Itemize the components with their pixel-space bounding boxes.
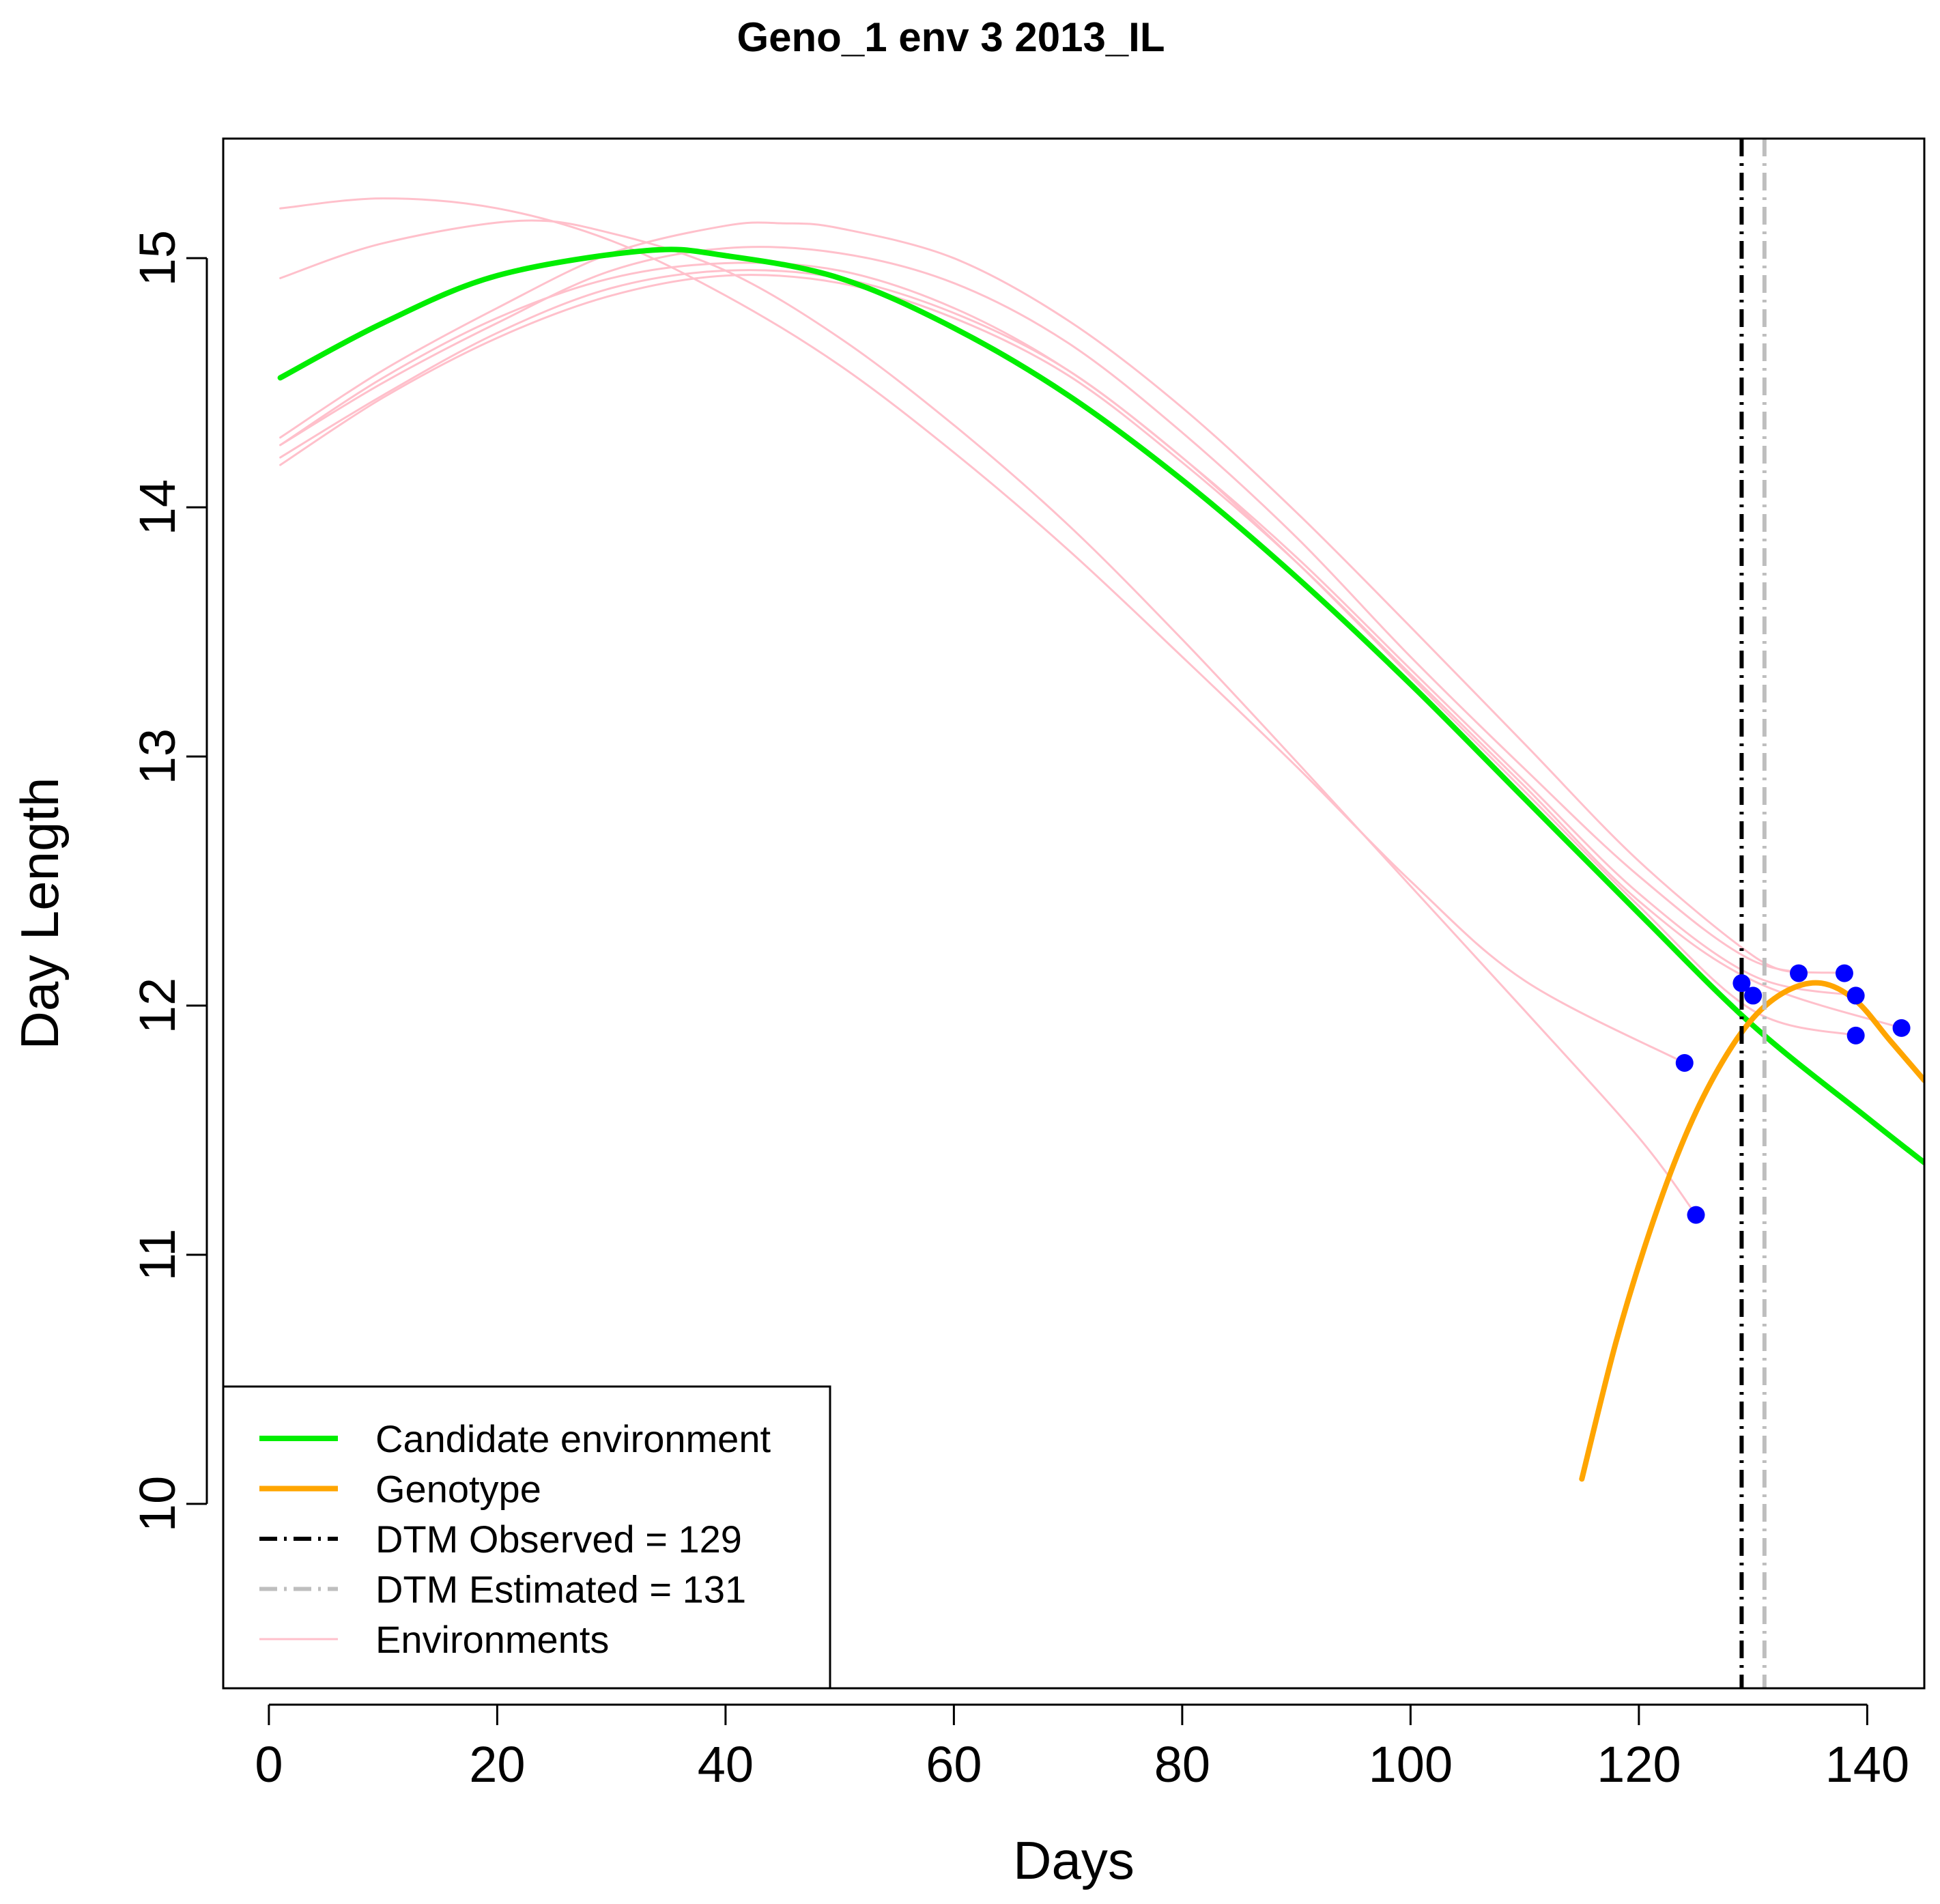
x-tick-label: 60 bbox=[926, 1736, 982, 1793]
environment-line bbox=[279, 221, 1800, 975]
observation-points bbox=[1675, 964, 1911, 1224]
y-tick-label: 11 bbox=[129, 1229, 186, 1281]
data-point bbox=[1892, 1019, 1911, 1037]
y-tick-label: 15 bbox=[129, 230, 186, 286]
x-tick-label: 120 bbox=[1597, 1736, 1681, 1793]
chart-title: Geno_1 env 3 2013_IL bbox=[737, 14, 1165, 60]
data-point bbox=[1846, 1026, 1865, 1045]
dtm-lines bbox=[1739, 139, 1767, 1688]
environment-line bbox=[279, 197, 1686, 1064]
data-point bbox=[1835, 964, 1853, 982]
data-point bbox=[1732, 974, 1751, 993]
main-lines bbox=[277, 246, 1924, 1482]
data-point bbox=[1687, 1206, 1705, 1224]
legend-label: DTM Observed = 129 bbox=[375, 1518, 742, 1561]
genotype-line bbox=[1579, 980, 1924, 1482]
legend-label: Candidate environment bbox=[375, 1417, 771, 1460]
data-point bbox=[1675, 1053, 1694, 1072]
plot-frame bbox=[222, 137, 1926, 1690]
y-axis: 10 11 12 13 14 15 bbox=[129, 230, 208, 1532]
legend-label: DTM Estimated = 131 bbox=[375, 1568, 746, 1611]
y-tick-label: 12 bbox=[129, 978, 186, 1034]
environment-line bbox=[279, 261, 1857, 1037]
y-tick-label: 14 bbox=[129, 479, 186, 535]
x-tick-label: 40 bbox=[698, 1736, 754, 1793]
legend-label: Environments bbox=[375, 1618, 609, 1661]
x-tick-label: 100 bbox=[1369, 1736, 1453, 1793]
environment-line bbox=[279, 274, 1903, 1029]
x-tick-label: 80 bbox=[1154, 1736, 1210, 1793]
candidate-environment-line bbox=[277, 246, 1924, 1165]
x-tick-label: 140 bbox=[1825, 1736, 1909, 1793]
data-point bbox=[1790, 964, 1808, 982]
x-axis-label: Days bbox=[1013, 1830, 1135, 1890]
data-point bbox=[1744, 986, 1763, 1005]
environment-line bbox=[279, 246, 1846, 975]
y-tick-label: 13 bbox=[129, 728, 186, 784]
legend: Candidate environment Genotype DTM Observe… bbox=[222, 1385, 831, 1690]
legend-label: Genotype bbox=[375, 1468, 541, 1511]
y-tick-label: 10 bbox=[129, 1476, 186, 1532]
environment-line bbox=[279, 219, 1697, 1217]
y-axis-label: Day Length bbox=[10, 778, 70, 1050]
data-point bbox=[1846, 986, 1865, 1005]
x-tick-label: 0 bbox=[255, 1736, 283, 1793]
x-axis: 0 20 40 60 80 100 120 140 bbox=[255, 1703, 1909, 1793]
environment-lines bbox=[279, 197, 1903, 1217]
x-tick-label: 20 bbox=[469, 1736, 525, 1793]
